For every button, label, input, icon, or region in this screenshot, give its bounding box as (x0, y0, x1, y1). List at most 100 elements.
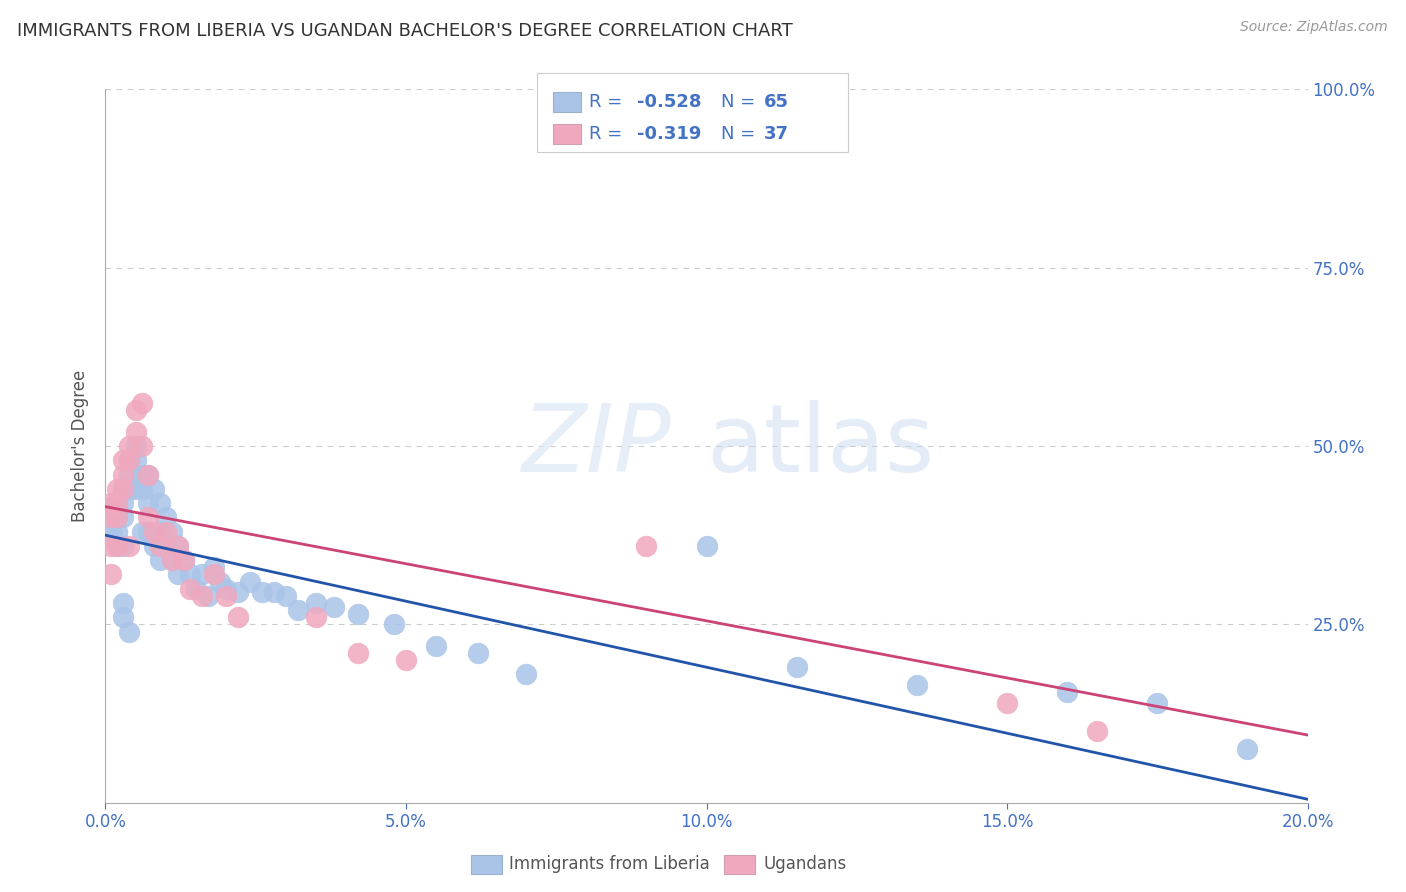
Point (131, 482, 153, 496)
Point (112, 596, 135, 610)
Point (160, 524, 183, 539)
Point (112, 482, 135, 496)
Point (107, 496, 129, 510)
Point (100, 567, 122, 582)
Text: ZIP: ZIP (520, 401, 671, 491)
Point (148, 496, 170, 510)
Point (118, 539, 141, 553)
Point (124, 482, 146, 496)
Point (382, 617, 405, 632)
Text: Immigrants from Liberia: Immigrants from Liberia (509, 855, 710, 873)
Point (179, 567, 201, 582)
Point (112, 482, 135, 496)
Point (148, 553, 170, 567)
Point (100, 539, 122, 553)
Point (142, 539, 165, 553)
Point (112, 453, 135, 467)
Point (226, 585, 249, 599)
Point (226, 610, 249, 624)
Point (155, 539, 177, 553)
Point (347, 607, 370, 621)
Point (124, 425, 146, 439)
Point (263, 585, 285, 599)
Point (208, 574, 231, 589)
Point (160, 553, 183, 567)
Point (1146, 696, 1168, 710)
Point (118, 453, 141, 467)
Point (112, 496, 135, 510)
Point (107, 510, 129, 524)
Point (124, 439, 146, 453)
Text: 65: 65 (763, 93, 789, 111)
Point (160, 553, 183, 567)
Point (118, 453, 141, 467)
Point (107, 524, 129, 539)
Point (155, 524, 177, 539)
Point (179, 582, 201, 596)
Point (118, 624, 141, 639)
Point (118, 482, 141, 496)
Point (166, 539, 188, 553)
Point (131, 396, 153, 410)
Point (197, 589, 219, 603)
Point (305, 596, 328, 610)
Point (173, 553, 195, 567)
Point (124, 453, 146, 467)
Point (173, 553, 195, 567)
Text: R =: R = (589, 125, 623, 143)
Point (995, 696, 1018, 710)
Point (287, 603, 309, 617)
Text: N =: N = (721, 93, 755, 111)
Point (107, 539, 129, 553)
Point (274, 589, 297, 603)
Point (107, 482, 129, 496)
Point (136, 467, 159, 482)
Point (100, 496, 122, 510)
Point (100, 510, 122, 524)
Point (1056, 685, 1078, 699)
Text: R =: R = (589, 93, 623, 111)
Point (905, 678, 928, 692)
Text: Ugandans: Ugandans (763, 855, 846, 873)
Point (184, 582, 207, 596)
Point (250, 585, 273, 599)
Text: N =: N = (721, 125, 755, 143)
Point (347, 646, 370, 660)
Text: IMMIGRANTS FROM LIBERIA VS UGANDAN BACHELOR'S DEGREE CORRELATION CHART: IMMIGRANTS FROM LIBERIA VS UGANDAN BACHE… (17, 22, 793, 40)
Text: Source: ZipAtlas.com: Source: ZipAtlas.com (1240, 20, 1388, 34)
Point (112, 539, 135, 553)
Text: atlas: atlas (707, 400, 935, 492)
Point (131, 524, 153, 539)
Point (214, 589, 236, 603)
Point (190, 589, 212, 603)
Point (124, 403, 146, 417)
Point (202, 567, 225, 582)
Point (425, 639, 447, 653)
Point (107, 539, 129, 553)
Point (322, 599, 344, 614)
Text: -0.319: -0.319 (637, 125, 702, 143)
Point (202, 560, 225, 574)
Y-axis label: Bachelor's Degree: Bachelor's Degree (72, 370, 90, 522)
Point (142, 482, 165, 496)
Point (100, 500, 122, 514)
Point (100, 510, 122, 524)
Point (112, 467, 135, 482)
Point (107, 510, 129, 524)
Point (214, 582, 236, 596)
Point (239, 574, 262, 589)
Point (515, 667, 537, 681)
Point (166, 567, 188, 582)
Point (786, 660, 808, 674)
Point (305, 610, 328, 624)
Point (636, 539, 658, 553)
Point (155, 510, 177, 524)
Point (100, 524, 122, 539)
Point (136, 510, 159, 524)
Point (395, 653, 418, 667)
Point (107, 496, 129, 510)
Point (136, 524, 159, 539)
Point (131, 467, 153, 482)
Point (190, 567, 212, 582)
Point (166, 539, 188, 553)
